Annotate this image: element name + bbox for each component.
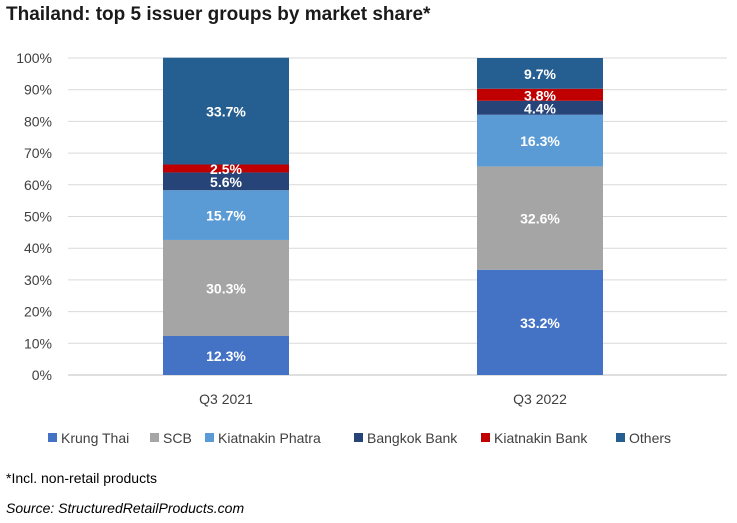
bar-segment — [163, 336, 289, 375]
y-tick-label: 80% — [24, 113, 52, 129]
y-tick-label: 10% — [24, 335, 52, 351]
legend-label: Kiatnakin Phatra — [218, 430, 321, 446]
y-tick-label: 70% — [24, 145, 52, 161]
footnote: *Incl. non-retail products — [6, 470, 157, 486]
legend-swatch — [150, 433, 159, 442]
data-label: 32.6% — [520, 211, 560, 227]
legend-swatch — [205, 433, 214, 442]
data-label: 16.3% — [520, 133, 560, 149]
bar-segment — [163, 57, 289, 165]
bar-segment — [163, 164, 289, 173]
y-tick-label: 100% — [16, 50, 52, 66]
data-label: 4.4% — [524, 100, 556, 116]
legend-label: Bangkok Bank — [367, 430, 458, 446]
bar-segment — [477, 58, 603, 89]
bar-segment — [477, 114, 603, 167]
data-label: 12.3% — [206, 348, 246, 364]
bar-segment — [477, 100, 603, 115]
stacked-bar-chart: 0% 10% 20% 30% 40% 50% 60% 70% 80% 90% 100% 12.3% 3… — [16, 50, 727, 446]
data-label: 15.7% — [206, 208, 246, 224]
y-tick-label: 60% — [24, 177, 52, 193]
legend-label: Kiatnakin Bank — [494, 430, 588, 446]
bar-segment — [163, 239, 289, 337]
y-tick-label: 20% — [24, 304, 52, 320]
bar-segment — [163, 172, 289, 191]
y-tick-label: 90% — [24, 82, 52, 98]
source-note: Source: StructuredRetailProducts.com — [6, 500, 245, 516]
y-tick-label: 40% — [24, 240, 52, 256]
y-tick-label: 0% — [32, 367, 52, 383]
bar-segment — [477, 166, 603, 270]
legend-swatch — [48, 433, 57, 442]
legend-swatch — [481, 433, 490, 442]
legend-swatch — [616, 433, 625, 442]
bar-segment — [477, 269, 603, 375]
data-label: 9.7% — [524, 66, 556, 82]
data-label: 30.3% — [206, 280, 246, 296]
bar-segment — [163, 190, 289, 240]
y-tick-label: 50% — [24, 209, 52, 225]
legend-swatch — [354, 433, 363, 442]
legend-label: SCB — [163, 430, 192, 446]
data-label: 3.8% — [524, 87, 556, 103]
data-label: 33.2% — [520, 315, 560, 331]
legend-label: Others — [629, 430, 671, 446]
chart-title: Thailand: top 5 issuer groups by market … — [6, 4, 431, 25]
bar-segment — [477, 88, 603, 101]
data-label: 2.5% — [210, 161, 242, 177]
y-tick-label: 30% — [24, 272, 52, 288]
data-label: 33.7% — [206, 104, 246, 120]
x-tick-label: Q3 2021 — [199, 391, 253, 407]
legend-label: Krung Thai — [61, 430, 129, 446]
data-label: 5.6% — [210, 174, 242, 190]
x-tick-label: Q3 2022 — [513, 391, 567, 407]
